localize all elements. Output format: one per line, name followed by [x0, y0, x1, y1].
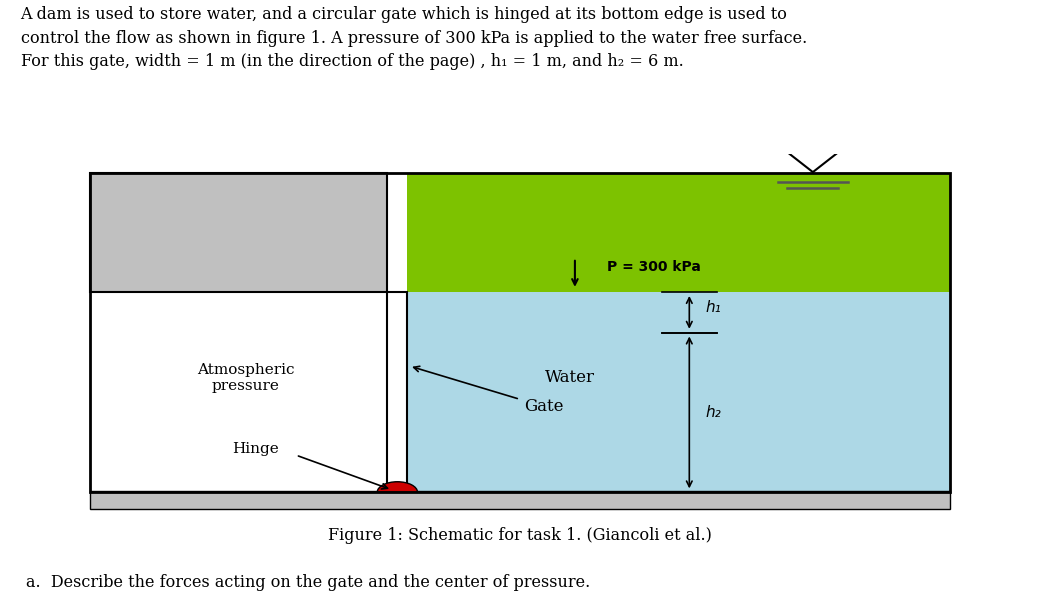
Text: Atmospheric
pressure: Atmospheric pressure	[197, 363, 294, 393]
Text: Water: Water	[545, 370, 595, 386]
Bar	[387, 292, 408, 492]
Text: P = 300 kPa: P = 300 kPa	[607, 261, 701, 274]
Text: Gate: Gate	[524, 398, 564, 415]
Text: A dam is used to store water, and a circular gate which is hinged at its bottom : A dam is used to store water, and a circ…	[21, 6, 807, 70]
Text: h₁: h₁	[706, 300, 722, 315]
Text: h₂: h₂	[706, 405, 722, 420]
Bar	[89, 491, 951, 509]
Polygon shape	[787, 152, 838, 172]
Bar	[408, 173, 951, 292]
Text: Hinge: Hinge	[232, 442, 279, 456]
Text: a.  Describe the forces acting on the gate and the center of pressure.: a. Describe the forces acting on the gat…	[26, 574, 590, 591]
Bar	[89, 173, 951, 492]
Bar	[89, 173, 387, 292]
Text: Figure 1: Schematic for task 1. (Giancoli et al.): Figure 1: Schematic for task 1. (Giancol…	[328, 527, 712, 545]
Wedge shape	[378, 482, 417, 492]
Bar	[408, 292, 951, 492]
